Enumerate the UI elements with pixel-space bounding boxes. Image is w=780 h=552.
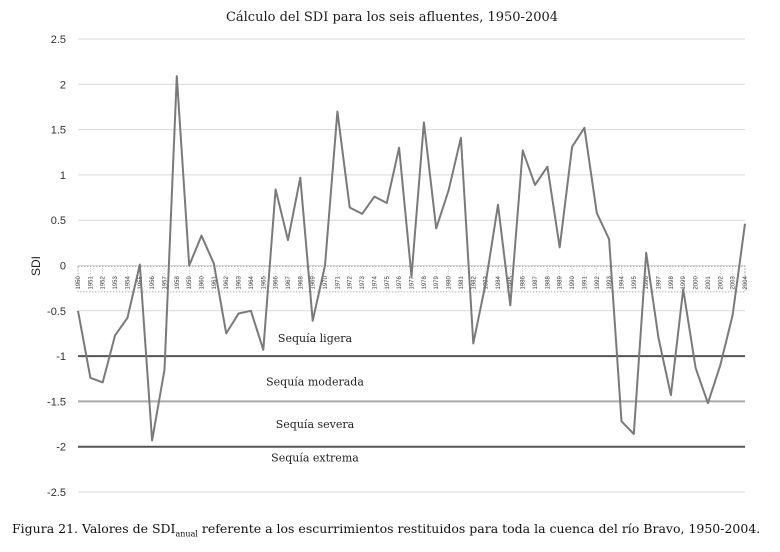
x-tick-label: 1987: [533, 275, 539, 289]
y-tick-label: -0.5: [47, 306, 66, 318]
x-tick-label: 1974: [372, 275, 378, 289]
x-tick-label: 1994: [619, 275, 625, 289]
x-tick-label: 1998: [669, 275, 675, 289]
x-tick-label: 1961: [212, 275, 218, 289]
sdi-chart: Cálculo del SDI para los seis afluentes,…: [29, 10, 749, 499]
x-tick-label: 2004: [743, 275, 749, 289]
x-tick-label: 1975: [385, 275, 391, 289]
x-tick-label: 2001: [706, 275, 712, 289]
x-tick-label: 1988: [545, 275, 551, 289]
x-tick-label: 1995: [632, 275, 638, 289]
x-tick-label: 2003: [731, 275, 737, 289]
x-tick-label: 1997: [657, 275, 663, 289]
x-tick-label: 1966: [274, 275, 280, 289]
x-tick-label: 1959: [187, 275, 193, 289]
x-tick-label: 1981: [459, 275, 465, 289]
y-tick-labels: 2.5 2 1.5 1 0.5 0 -0.5 -1 -1.5 -2 -2.5: [47, 34, 66, 499]
x-tick-label: 2000: [694, 275, 700, 289]
x-tick-label: 1996: [644, 275, 650, 289]
y-tick-label: -1: [56, 351, 66, 363]
x-tick-label: 1969: [311, 275, 317, 289]
x-tick-label: 1950: [76, 275, 82, 289]
x-tick-label: 1980: [447, 275, 453, 289]
x-tick-label: 1990: [570, 275, 576, 289]
drought-zone-labels: Sequía ligera Sequía moderada Sequía sever…: [266, 332, 364, 465]
x-tick-label: 1986: [521, 275, 527, 289]
x-tick-label: 1968: [298, 275, 304, 289]
caption-subscript: anual: [175, 529, 198, 539]
chart-title: Cálculo del SDI para los seis afluentes,…: [226, 10, 558, 25]
zone-label: Sequía moderada: [266, 375, 364, 388]
caption-prefix: Figura 21. Valores de SDI: [12, 521, 176, 536]
x-tick-label: 1993: [607, 275, 613, 289]
y-tick-label: 1: [60, 170, 66, 182]
x-tick-label: 1978: [422, 275, 428, 289]
zone-label: Sequía severa: [276, 418, 355, 431]
x-tick-label: 1962: [224, 275, 230, 289]
x-tick-label: 1971: [335, 275, 341, 289]
x-tick-label: 1973: [360, 275, 366, 289]
x-tick-label: 1960: [200, 275, 206, 289]
x-tick-label: 1957: [162, 275, 168, 289]
y-tick-label: -2: [56, 442, 66, 454]
y-tick-label: -2.5: [47, 487, 66, 499]
caption-suffix: referente a los escurrimientos restituid…: [197, 521, 761, 536]
x-tick-label: 2002: [718, 275, 724, 289]
x-tick-label: 1979: [434, 275, 440, 289]
zone-label: Sequía extrema: [271, 452, 359, 465]
x-tick-label: 1989: [558, 275, 564, 289]
y-tick-label: 2: [60, 79, 66, 91]
x-tick-label: 1951: [88, 275, 94, 289]
x-tick-label: 1953: [113, 275, 119, 289]
y-tick-label: 2.5: [51, 34, 66, 46]
y-axis-label: SDI: [29, 256, 43, 276]
year-band: 1950 1951 1952 1953 1954 1955 1956 1957 1958 1959…: [76, 265, 749, 293]
zone-label: Sequía ligera: [278, 332, 353, 345]
y-tick-label: 1.5: [51, 125, 66, 137]
x-tick-label: 1976: [397, 275, 403, 289]
x-tick-label: 1967: [286, 275, 292, 289]
x-tick-label: 1991: [582, 275, 588, 289]
y-tick-label: -1.5: [47, 396, 66, 408]
drought-threshold-lines: [78, 355, 745, 448]
x-tick-label: 1992: [595, 275, 601, 289]
x-tick-label: 1963: [237, 275, 243, 289]
x-tick-label: 1952: [101, 275, 107, 289]
x-tick-label: 1984: [496, 275, 502, 289]
sdi-series: [77, 75, 746, 442]
y-tick-label: 0: [60, 261, 66, 273]
x-tick-label: 1956: [150, 275, 156, 289]
x-tick-label: 1977: [410, 275, 416, 289]
x-tick-label: 1972: [348, 275, 354, 289]
figure-caption: Figura 21. Valores de SDIanual referente…: [12, 521, 780, 539]
x-tick-label: 1982: [471, 275, 477, 289]
x-tick-label: 1954: [125, 275, 131, 289]
x-tick-label: 1970: [323, 275, 329, 289]
x-tick-label: 1965: [261, 275, 267, 289]
x-tick-label: 1958: [175, 275, 181, 289]
x-tick-label: 1964: [249, 275, 255, 289]
y-tick-label: 0.5: [51, 215, 66, 227]
series-line: [77, 75, 746, 442]
x-tick-label: 1999: [681, 275, 687, 289]
